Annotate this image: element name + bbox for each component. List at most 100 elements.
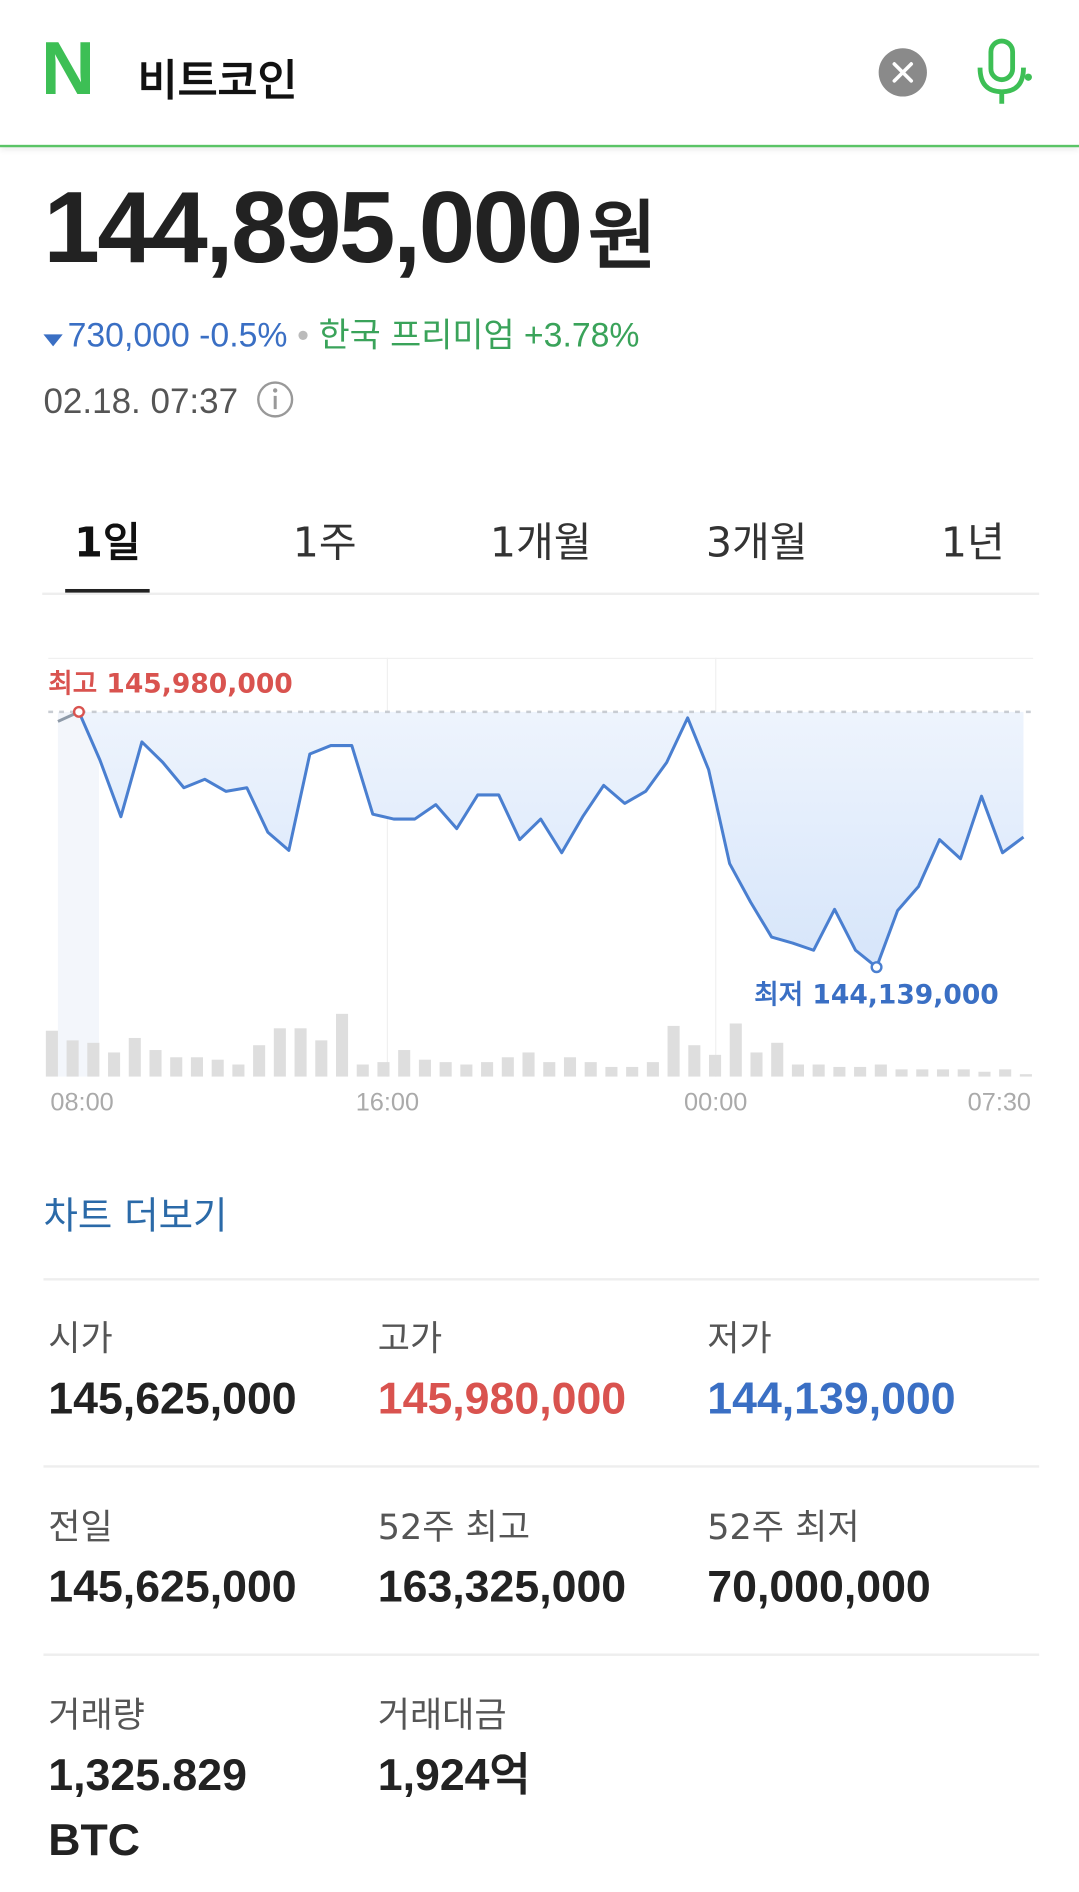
low-marker (870, 961, 883, 974)
period-tab[interactable]: 3개월 (705, 518, 808, 568)
volume-bar (190, 1057, 203, 1077)
stat-label: 시가 (48, 1317, 113, 1360)
datetime: 02.18. 07:37 (43, 382, 239, 422)
volume-bar (999, 1069, 1012, 1077)
price-change: 730,000 -0.5% • 한국 프리미엄 +3.78% (43, 309, 639, 357)
volume-bar (377, 1062, 390, 1077)
volume-bar (563, 1057, 577, 1077)
more-chart-link[interactable]: 차트 더보기 (43, 1194, 228, 1239)
volume-bar (335, 1013, 349, 1077)
change-percent: -0.5% (199, 316, 288, 354)
prior-range (57, 712, 99, 1077)
volume-bar (895, 1069, 908, 1077)
period-tab[interactable]: 1년 (940, 518, 1005, 568)
stat-value: 1,325.829 BTC (48, 1750, 247, 1865)
volume-bar (481, 1062, 494, 1077)
volume-bar (791, 1064, 804, 1077)
price-line (77, 711, 1025, 969)
x-tick-label: 00:00 (684, 1088, 747, 1116)
volume-bar (87, 1042, 100, 1077)
volume-bar (315, 1040, 328, 1077)
price-area (78, 711, 1024, 968)
x-tick-label: 16:00 (356, 1088, 419, 1116)
x-tick-label: 08:00 (50, 1088, 113, 1116)
stat-value: 163,325,000 (377, 1561, 627, 1612)
volume-bar (211, 1059, 224, 1077)
volume-bar (584, 1062, 597, 1077)
volume-bar (626, 1066, 639, 1077)
period-tab[interactable]: 1일 (74, 518, 141, 568)
volume-bar (957, 1069, 970, 1077)
volume-bar (66, 1040, 79, 1077)
stat-value: 144,139,000 (707, 1373, 956, 1423)
volume-bar (688, 1045, 701, 1077)
volume-bar (108, 1052, 121, 1077)
volume-bar (170, 1057, 183, 1077)
price-chart: 최고 145,980,000 최저 144,139,000 08:00 16:00 00… (45, 657, 1034, 1116)
volume-bar (439, 1062, 452, 1077)
volume-bar (916, 1069, 929, 1077)
volume-bar (646, 1062, 659, 1077)
info-icon[interactable] (255, 379, 296, 420)
volume-bar (356, 1064, 369, 1077)
clear-button[interactable] (877, 47, 928, 98)
change-amount: 730,000 (67, 316, 190, 354)
volume-bar (232, 1064, 245, 1077)
tab-divider (42, 592, 1040, 596)
stat-label: 저가 (707, 1317, 772, 1360)
premium-label: 한국 프리미엄 (318, 316, 515, 354)
stat-label: 거래대금 (377, 1694, 507, 1736)
volume-bar (418, 1059, 431, 1077)
separator: • (297, 316, 309, 354)
stat-label: 52주 최고 (377, 1506, 531, 1548)
volume-bar (501, 1057, 514, 1077)
high-label: 최고 145,980,000 (48, 669, 293, 700)
period-tab[interactable]: 1개월 (489, 518, 592, 568)
price-unit: 원 (587, 191, 657, 281)
volume-bar (460, 1064, 473, 1077)
volume-bar (128, 1037, 141, 1077)
logo[interactable]: N (41, 27, 96, 112)
chart-top-border (48, 657, 1034, 659)
volume-bar (812, 1064, 825, 1077)
volume-bar (1019, 1074, 1032, 1077)
volume-bar (45, 1030, 58, 1077)
stat-value: 145,625,000 (48, 1373, 297, 1423)
premium-value: +3.78% (523, 316, 640, 354)
volume-bar (605, 1066, 618, 1077)
stat-label: 거래량 (48, 1694, 145, 1736)
search-bar: N 비트코인 (0, 0, 1079, 148)
stat-value: 145,980,000 (377, 1373, 627, 1423)
volume-bar (936, 1069, 950, 1077)
search-query[interactable]: 비트코인 (137, 56, 298, 107)
period-tab[interactable]: 1주 (292, 518, 357, 568)
high-marker (72, 705, 85, 718)
low-label: 최저 144,139,000 (754, 979, 999, 1010)
stat-label: 전일 (48, 1506, 113, 1548)
row-divider (43, 1465, 1040, 1468)
row-divider (43, 1653, 1040, 1656)
volume-bar (667, 1025, 680, 1077)
volume-bar (833, 1066, 846, 1077)
stat-value: 70,000,000 (707, 1561, 931, 1612)
volume-bar (771, 1042, 784, 1077)
volume-bar (709, 1054, 722, 1077)
stat-label: 고가 (377, 1317, 443, 1360)
tab-indicator (65, 588, 150, 593)
volume-bar (750, 1052, 763, 1077)
volume-bar (522, 1052, 535, 1077)
voice-search[interactable] (973, 36, 1033, 108)
volume-bar (854, 1066, 867, 1077)
current-price: 144,895,000 원 (43, 169, 656, 286)
volume-bar (273, 1028, 286, 1077)
volume-bar (729, 1023, 742, 1077)
row-divider (43, 1278, 1040, 1281)
stat-value: 145,625,000 (48, 1561, 297, 1612)
volume-bar (543, 1062, 556, 1077)
stat-value: 1,924억 (377, 1750, 531, 1800)
stat-label: 52주 최저 (707, 1506, 860, 1548)
x-tick-label: 07:30 (968, 1088, 1031, 1116)
